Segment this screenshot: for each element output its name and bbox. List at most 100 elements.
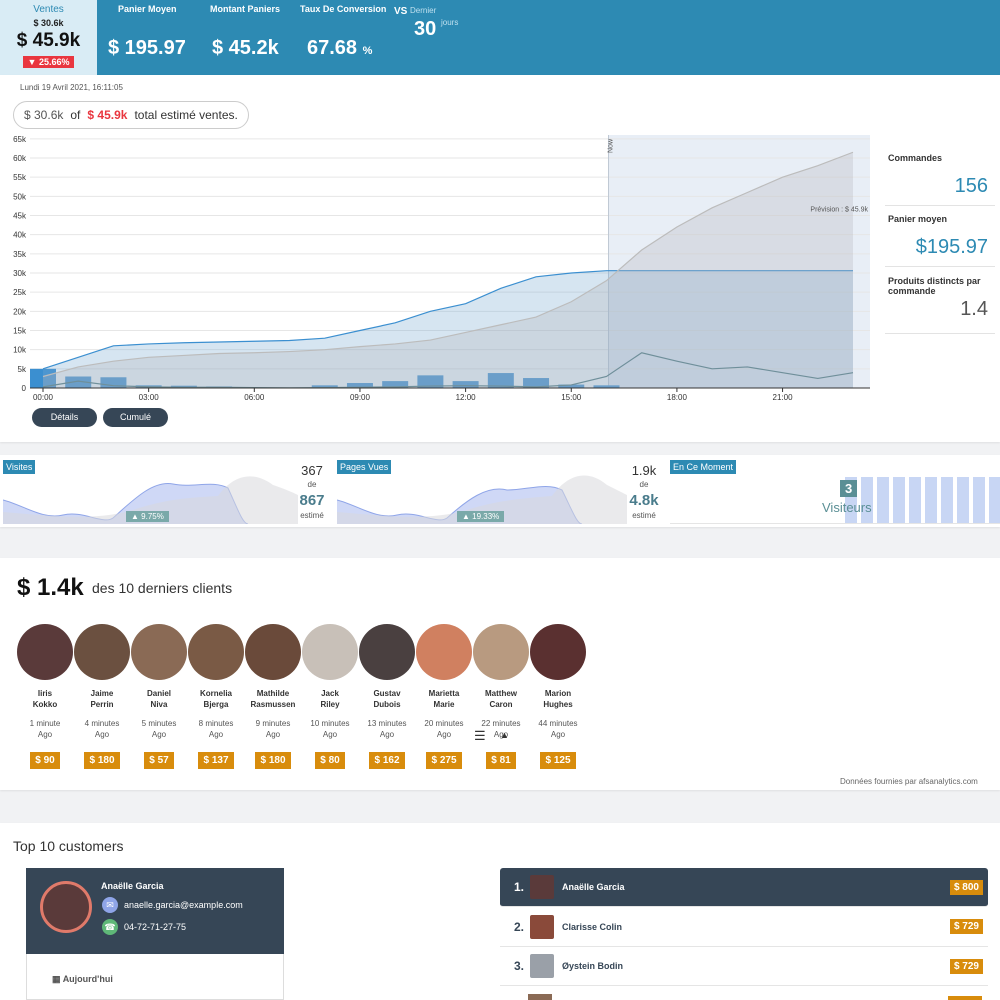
rank-value: $ 729 bbox=[949, 919, 983, 934]
recent-customer[interactable]: Gustav Dubois 13 minutes Ago $ 162 bbox=[357, 624, 417, 774]
recent-customer[interactable]: Jaime Perrin 4 minutes Ago $ 180 bbox=[72, 624, 132, 774]
customer-amount: $ 81 bbox=[486, 752, 516, 769]
customer-time-ago: Ago bbox=[265, 730, 281, 739]
rank-avatar bbox=[530, 954, 554, 978]
recent-customer[interactable]: Kornelia Bjerga 8 minutes Ago $ 137 bbox=[186, 624, 246, 774]
bar[interactable] bbox=[593, 385, 620, 388]
avatar bbox=[131, 624, 187, 680]
cumule-button[interactable]: Cumulé bbox=[103, 408, 168, 427]
pages-de: de bbox=[639, 480, 649, 489]
bar[interactable] bbox=[346, 383, 373, 388]
rank-name: Øystein Bodin bbox=[562, 961, 624, 971]
details-button[interactable]: Détails bbox=[32, 408, 97, 427]
customer-time: 5 minutes bbox=[141, 719, 177, 728]
top-customer-row[interactable]: 3. Øystein Bodin $ 729 bbox=[500, 947, 988, 986]
customer-last-name: Marie bbox=[433, 700, 455, 709]
kpi-ventes[interactable]: Ventes $ 30.6k $ 45.9k ▼ 25.66% bbox=[0, 0, 97, 75]
customer-last-name: Kokko bbox=[32, 700, 58, 709]
kpi-panier[interactable]: Panier Moyen $ 195.97 bbox=[108, 0, 186, 75]
recent-customer[interactable]: Jack Riley 10 minutes Ago $ 80 bbox=[300, 624, 360, 774]
recent-customer[interactable]: Marion Hughes 44 minutes Ago $ 125 bbox=[528, 624, 588, 774]
recent-customer[interactable]: Iiris Kokko 1 minute Ago $ 90 bbox=[15, 624, 75, 774]
bar[interactable] bbox=[65, 376, 92, 389]
bar[interactable] bbox=[417, 375, 444, 388]
customer-phone[interactable]: 04-72-71-27-75 bbox=[124, 922, 187, 932]
customer-last-name: Rasmussen bbox=[250, 700, 296, 709]
period-days[interactable]: 30 bbox=[414, 18, 437, 40]
pages-sparkline[interactable] bbox=[337, 460, 627, 524]
bar[interactable] bbox=[30, 368, 56, 388]
x-tick-label: 15:00 bbox=[561, 393, 582, 402]
bar[interactable] bbox=[558, 384, 585, 388]
bar[interactable] bbox=[523, 378, 550, 388]
customer-time: 1 minute bbox=[29, 719, 61, 728]
phone-icon: ☎ bbox=[102, 919, 118, 935]
y-tick-label: 55k bbox=[13, 173, 27, 182]
recent-customer[interactable]: Marietta Marie 20 minutes Ago $ 275 bbox=[414, 624, 474, 774]
bar[interactable] bbox=[382, 381, 409, 388]
scroll-top-icon[interactable]: ▲ bbox=[500, 730, 509, 740]
pages-estimate: 4.8k bbox=[629, 492, 659, 509]
now-label: Now bbox=[608, 138, 615, 153]
customer-first-name: Mathilde bbox=[256, 689, 290, 698]
pages-estime-label: estimé bbox=[632, 511, 656, 520]
bar[interactable] bbox=[487, 373, 514, 388]
top-customer-row[interactable]: 1. Anaëlle Garcia $ 800 bbox=[500, 868, 988, 907]
rank-number: 3. bbox=[513, 959, 524, 973]
recent-customer[interactable]: Daniel Niva 5 minutes Ago $ 57 bbox=[129, 624, 189, 774]
now-bar bbox=[925, 477, 937, 523]
list-icon[interactable]: ☰ bbox=[474, 728, 486, 743]
kpi-montant-label: Montant Paniers bbox=[210, 4, 281, 14]
bar[interactable] bbox=[100, 377, 127, 388]
customer-last-name: Hughes bbox=[543, 700, 573, 709]
series-line[interactable] bbox=[42, 151, 854, 378]
divider bbox=[885, 266, 995, 267]
caret-down-icon: ▼ bbox=[27, 57, 37, 67]
customer-last-name: Caron bbox=[489, 700, 513, 709]
customer-first-name: Jack bbox=[321, 689, 339, 698]
bar[interactable] bbox=[452, 381, 479, 388]
y-tick-label: 20k bbox=[13, 307, 27, 316]
top-customer-row[interactable]: 2. Clarisse Colin $ 729 bbox=[500, 908, 988, 947]
forecast-label: Prévision : $ 45.9k bbox=[810, 207, 868, 214]
customer-time-ago: Ago bbox=[322, 730, 338, 739]
customer-amount: $ 180 bbox=[255, 752, 291, 769]
now-label: En Ce Moment bbox=[670, 460, 737, 474]
recent-customer[interactable]: Matthew Caron 22 minutes Ago $ 81 bbox=[471, 624, 531, 774]
x-tick-label: 18:00 bbox=[667, 393, 688, 402]
visites-sparkline[interactable] bbox=[3, 460, 298, 524]
customer-time: 4 minutes bbox=[84, 719, 120, 728]
calendar-icon: ▦ bbox=[52, 974, 61, 984]
customer-last-name: Dubois bbox=[373, 700, 401, 709]
customer-last-name: Niva bbox=[150, 700, 168, 709]
visites-label: Visites bbox=[3, 460, 36, 474]
bar[interactable] bbox=[311, 385, 338, 388]
recent-customer[interactable]: Mathilde Rasmussen 9 minutes Ago $ 180 bbox=[243, 624, 303, 774]
pages-change-value: 19.33% bbox=[472, 512, 500, 521]
data-credit: Données fournies par afsanalytics.com bbox=[840, 777, 978, 786]
rank-number: 2. bbox=[513, 919, 524, 934]
kpi-ventes-change: 25.66% bbox=[38, 57, 70, 67]
customer-email[interactable]: anaelle.garcia@example.com bbox=[124, 900, 243, 910]
estimate-total: $ 45.9k bbox=[87, 108, 128, 122]
customer-amount: $ 162 bbox=[369, 752, 405, 769]
kpi-taux[interactable]: Taux De Conversion 67.68 % bbox=[300, 0, 386, 75]
sales-chart[interactable]: 0 5k 10k 15k 20k 25k 30k 35k 40k 45k 50k 55k 60k 65k N… bbox=[0, 130, 875, 405]
customer-first-name: Matthew bbox=[485, 689, 517, 698]
kpi-montant[interactable]: Montant Paniers $ 45.2k bbox=[210, 0, 280, 75]
customer-time: 22 minutes bbox=[481, 719, 521, 728]
series-line[interactable] bbox=[42, 270, 853, 370]
rank-value: $ 729 bbox=[949, 958, 983, 974]
series-line[interactable] bbox=[42, 352, 854, 389]
avatar bbox=[530, 624, 586, 680]
rank-avatar bbox=[528, 994, 552, 1000]
customer-first-name: Kornelia bbox=[199, 689, 232, 698]
customer-time: 10 minutes bbox=[310, 719, 350, 728]
y-tick-label: 30k bbox=[13, 269, 27, 278]
y-tick-label: 60k bbox=[13, 154, 27, 163]
customer-avatar bbox=[40, 881, 92, 933]
now-bar bbox=[861, 477, 873, 523]
visites-de: de bbox=[307, 480, 317, 489]
avatar bbox=[359, 624, 415, 680]
kpi-ventes-value: $ 45.9k bbox=[16, 30, 81, 51]
